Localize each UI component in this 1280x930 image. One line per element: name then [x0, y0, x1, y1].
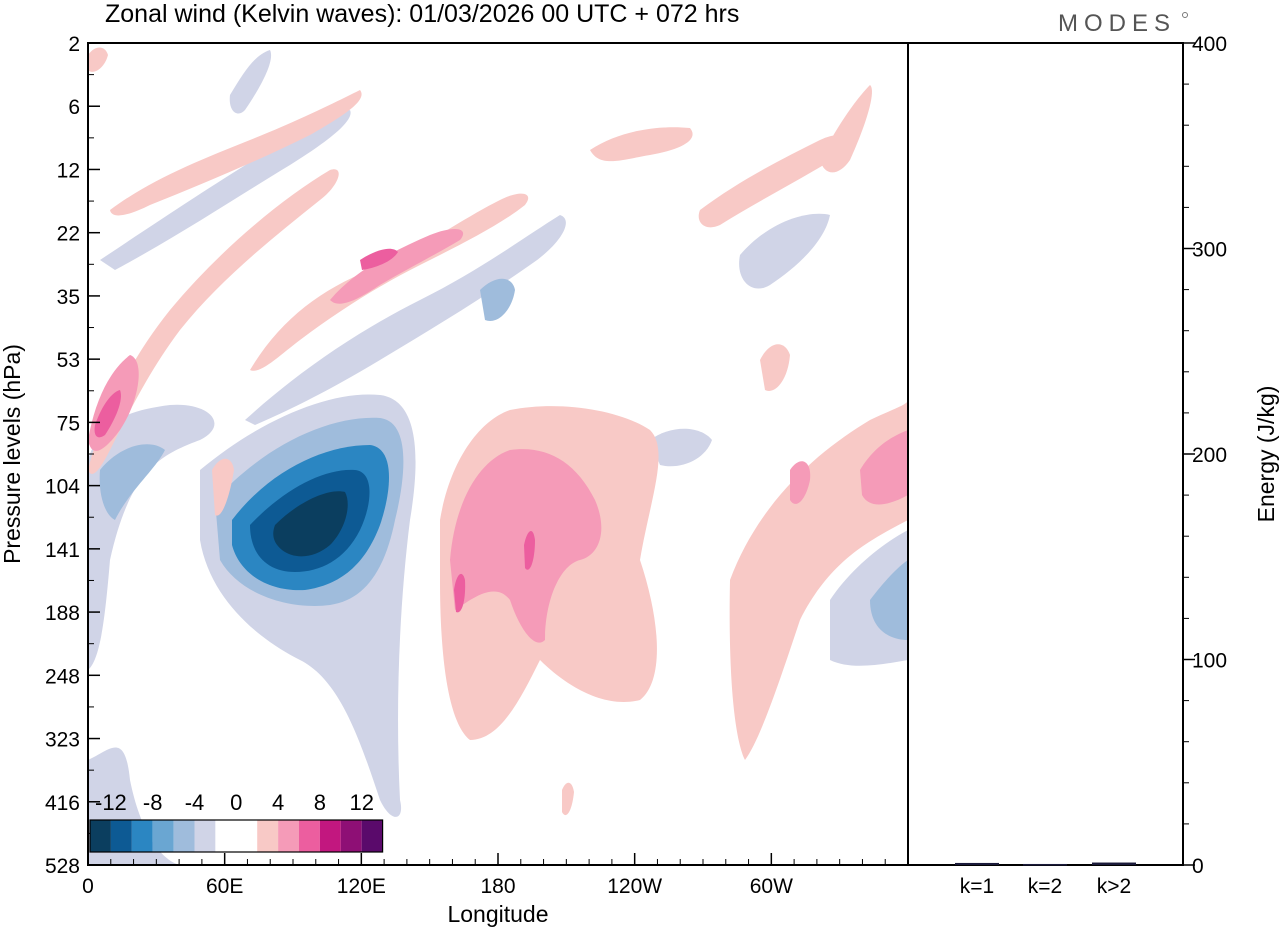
pos-lower-blob [562, 782, 574, 816]
legend-label: 12 [349, 790, 373, 815]
legend-swatch [319, 820, 341, 852]
legend-swatch [340, 820, 362, 852]
energy-bar [1023, 863, 1067, 866]
heatmap-area [88, 43, 908, 865]
neg-core-upper [480, 278, 515, 321]
legend-swatch [194, 820, 216, 852]
y-tick-label: 22 [57, 223, 80, 246]
y-tick-label: 53 [57, 349, 80, 372]
energy-tick-label: 400 [1192, 33, 1227, 56]
energy-axis: 0 100 200 300 400 [1183, 33, 1227, 878]
neg-core-4 [273, 491, 348, 557]
y-tick-label: 141 [45, 539, 80, 562]
y-tick-label: 12 [57, 159, 80, 182]
legend-label: -12 [95, 790, 127, 815]
energy-tick-label: 300 [1192, 239, 1227, 262]
pos-pacific-max [454, 573, 466, 613]
legend-swatch [278, 820, 299, 852]
legend-swatch [299, 820, 320, 852]
legend-label: -4 [185, 790, 205, 815]
x-tick-label: 60W [750, 875, 793, 898]
chart-title: Zonal wind (Kelvin waves): 01/03/2026 00… [105, 0, 739, 28]
x-tick-label: 120E [337, 875, 386, 898]
energy-bar [955, 862, 999, 865]
energy-tick-label: 100 [1192, 650, 1227, 673]
y-axis-label: Pressure levels (hPa) [0, 344, 25, 564]
x-tick-label: 120W [607, 875, 662, 898]
legend-label: -8 [143, 790, 163, 815]
pos-top-band [110, 90, 362, 216]
pos-east-core [860, 430, 908, 505]
neg-mid-pacific [650, 428, 712, 467]
neg-core-east [870, 560, 908, 640]
y-tick-label: 188 [45, 602, 80, 625]
legend-swatch [236, 820, 258, 852]
pos-top-right-streak [820, 85, 872, 173]
x-tick-label: 180 [480, 875, 515, 898]
pos-small-west-blob [212, 458, 234, 516]
legend-swatch [215, 820, 237, 852]
legend-swatch [361, 820, 383, 852]
pos-band-core [330, 228, 464, 304]
legend-swatch [90, 820, 111, 852]
legend-frame [89, 819, 384, 853]
y-tick-label: 104 [45, 476, 80, 499]
modes-logo: MODES [1058, 10, 1176, 37]
neg-top-streak [229, 50, 272, 114]
energy-bars: k=1 k=2 k>2 [955, 862, 1136, 898]
neg-east-upper [739, 213, 830, 289]
y-tick-labels: 2 6 12 22 35 53 75 104 141 188 248 323 416 528 [45, 33, 100, 878]
energy-category-label: k=2 [1028, 875, 1062, 898]
legend-swatch [152, 820, 174, 852]
legend-label: 0 [230, 790, 242, 815]
energy-bar [1092, 862, 1136, 865]
x-tick-label: 0 [82, 875, 94, 898]
y-tick-label: 248 [45, 665, 80, 688]
x-axis-label: Longitude [447, 901, 548, 927]
pos-band-max [360, 248, 398, 270]
pos-pacific-max-2 [524, 530, 535, 570]
y-tick-label: 6 [68, 96, 80, 119]
positive-anomalies [88, 47, 908, 816]
pos-east-small-core [790, 461, 811, 504]
legend-swatch [257, 820, 279, 852]
energy-tick-label: 200 [1192, 444, 1227, 467]
color-legend: -12 -8 -4 0 4 8 12 [89, 790, 384, 853]
negative-anomalies [88, 50, 908, 865]
legend-label: 4 [272, 790, 284, 815]
neg-core-west [99, 444, 165, 520]
legend-label: 8 [314, 790, 326, 815]
y-tick-label: 35 [57, 286, 80, 309]
neg-tilted-band-1 [245, 215, 566, 425]
pos-small-mid-blob [760, 344, 790, 391]
legend-swatch [131, 820, 153, 852]
neg-tilted-band-2 [100, 110, 351, 270]
energy-axis-label: Energy (J/kg) [1253, 386, 1279, 523]
energy-category-label: k=1 [960, 875, 994, 898]
legend-swatch [110, 820, 132, 852]
y-tick-label: 416 [45, 792, 80, 815]
x-tick-label: 60E [206, 875, 243, 898]
energy-panel-frame [907, 42, 1184, 866]
pos-upper-mid [590, 127, 693, 162]
x-tick-labels: 0 60E 120E 180 120W 60W [82, 853, 909, 898]
y-tick-label: 2 [68, 33, 80, 56]
pos-upper-east-streak [698, 135, 850, 228]
pos-top-left-blob [88, 47, 108, 72]
logo-mark-icon [1182, 12, 1188, 18]
legend-swatch [173, 820, 195, 852]
pos-west-diagonal [88, 169, 339, 474]
energy-tick-label: 0 [1192, 855, 1204, 878]
y-tick-label: 75 [57, 412, 80, 435]
energy-category-label: k>2 [1097, 875, 1131, 898]
y-tick-label: 528 [45, 855, 80, 878]
y-tick-label: 323 [45, 729, 80, 752]
pos-west-max [94, 390, 121, 438]
